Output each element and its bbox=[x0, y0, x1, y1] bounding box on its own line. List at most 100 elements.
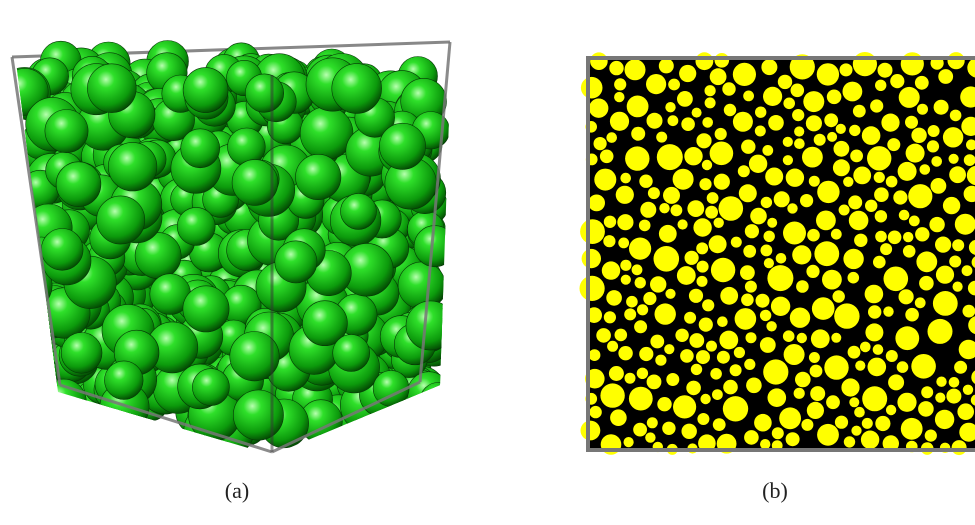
disk bbox=[589, 98, 609, 118]
disk bbox=[795, 371, 811, 388]
disk bbox=[792, 245, 812, 265]
disk bbox=[905, 115, 918, 129]
disk bbox=[665, 288, 676, 299]
disk bbox=[949, 109, 962, 122]
disk bbox=[743, 244, 757, 258]
disk bbox=[927, 125, 940, 137]
disk bbox=[658, 58, 674, 74]
disk bbox=[935, 265, 955, 284]
sphere bbox=[231, 159, 279, 206]
disk bbox=[617, 214, 634, 231]
sphere-packing-3d bbox=[10, 40, 452, 455]
disk bbox=[852, 104, 866, 118]
disk bbox=[713, 173, 730, 190]
disk bbox=[881, 113, 900, 132]
disk bbox=[961, 116, 975, 136]
disk bbox=[588, 349, 601, 361]
disk bbox=[745, 332, 757, 344]
disk bbox=[850, 149, 863, 163]
disk bbox=[796, 280, 809, 293]
disk bbox=[971, 256, 975, 268]
disk bbox=[696, 133, 712, 149]
disk bbox=[714, 127, 727, 141]
disk bbox=[898, 209, 910, 221]
disk bbox=[794, 138, 805, 149]
disk bbox=[875, 230, 887, 243]
disk bbox=[865, 199, 878, 212]
disk bbox=[861, 126, 881, 145]
disk bbox=[914, 297, 926, 309]
disk bbox=[968, 239, 975, 255]
disk bbox=[744, 280, 757, 293]
sphere bbox=[405, 300, 452, 351]
disk bbox=[883, 266, 909, 292]
sphere bbox=[180, 128, 220, 169]
disk bbox=[698, 317, 713, 332]
disk bbox=[717, 316, 728, 328]
disk bbox=[722, 396, 749, 422]
disk bbox=[696, 260, 709, 273]
disk bbox=[875, 415, 891, 432]
disk bbox=[785, 168, 805, 187]
disk bbox=[949, 166, 966, 184]
disk bbox=[883, 306, 894, 317]
disk bbox=[712, 418, 726, 431]
disk bbox=[918, 401, 934, 417]
disk bbox=[927, 318, 953, 344]
disk bbox=[933, 99, 949, 115]
disk bbox=[822, 269, 842, 290]
disk bbox=[614, 328, 628, 342]
disk bbox=[936, 376, 947, 387]
disk bbox=[803, 91, 825, 113]
disk bbox=[684, 311, 697, 324]
disk bbox=[930, 178, 947, 194]
disk bbox=[607, 340, 619, 352]
disk bbox=[679, 64, 697, 83]
disk bbox=[693, 218, 712, 237]
disk bbox=[900, 417, 923, 440]
disk bbox=[609, 60, 624, 76]
disk bbox=[702, 299, 715, 312]
disk bbox=[646, 417, 658, 429]
disk bbox=[824, 113, 839, 128]
disk bbox=[656, 131, 668, 143]
disk bbox=[779, 407, 801, 430]
sphere bbox=[274, 240, 318, 284]
disk bbox=[885, 175, 898, 188]
disk bbox=[957, 403, 974, 421]
disk bbox=[827, 131, 838, 142]
disk bbox=[874, 187, 889, 202]
disk bbox=[655, 354, 667, 366]
disks bbox=[579, 52, 975, 456]
disk bbox=[873, 171, 885, 183]
disk bbox=[691, 107, 702, 118]
disk bbox=[789, 307, 811, 328]
disk bbox=[593, 137, 607, 151]
disk bbox=[874, 210, 888, 223]
disk bbox=[887, 138, 901, 152]
disk bbox=[847, 345, 861, 359]
disk bbox=[905, 307, 919, 322]
sphere bbox=[295, 154, 342, 201]
disk bbox=[948, 153, 959, 164]
disk bbox=[709, 68, 727, 86]
sphere bbox=[96, 195, 146, 245]
sphere bbox=[245, 73, 285, 113]
sphere bbox=[302, 300, 348, 347]
disk bbox=[908, 215, 920, 227]
disk bbox=[673, 395, 697, 419]
disk bbox=[610, 409, 627, 427]
disk bbox=[898, 86, 920, 108]
disk bbox=[750, 207, 767, 225]
disk bbox=[699, 178, 712, 191]
disk bbox=[626, 95, 649, 118]
disk bbox=[824, 355, 849, 380]
disk bbox=[893, 190, 908, 205]
disk bbox=[696, 350, 710, 365]
disk bbox=[860, 430, 880, 449]
disk bbox=[830, 228, 842, 240]
disk bbox=[600, 383, 625, 408]
disk bbox=[847, 271, 860, 284]
disk bbox=[885, 350, 898, 362]
